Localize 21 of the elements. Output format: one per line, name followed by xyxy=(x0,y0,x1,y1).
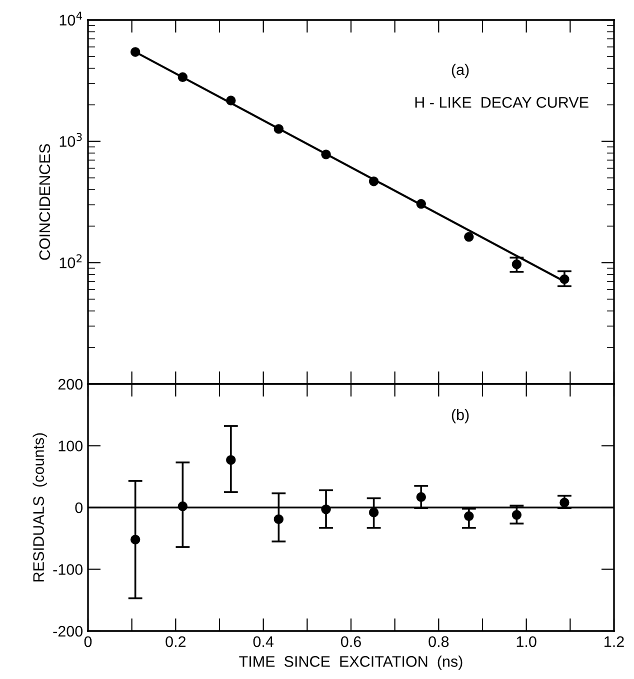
annotation: H - LIKE DECAY CURVE xyxy=(415,97,588,108)
y-tick-label: 10$^{3}$ xyxy=(60,132,82,147)
x-tick-label: 0.8 xyxy=(428,636,449,648)
annotation: (a) xyxy=(452,64,469,78)
y-tick-label: -200 xyxy=(53,626,83,637)
x-tick-label: 1.0 xyxy=(516,636,536,648)
x-tick-label: 0 xyxy=(84,636,92,648)
y-tick-label: 10$^{2}$ xyxy=(60,254,82,268)
annotation: (b) xyxy=(452,408,469,424)
y-tick-label: -100 xyxy=(53,564,83,575)
y-axis-title: RESIDUALS (counts) xyxy=(32,433,47,582)
y-tick-label: 0 xyxy=(75,502,83,514)
y-axis-title: COINCIDENCES xyxy=(39,144,50,260)
y-tick-label: 100 xyxy=(58,440,83,452)
x-tick-label: 0.6 xyxy=(340,636,361,648)
y-tick-label: 10$^{4}$ xyxy=(60,12,82,26)
y-tick-label: 200 xyxy=(58,378,83,390)
x-axis-title: TIME SINCE EXCITATION (ns) xyxy=(239,656,462,670)
x-tick-label: 0.2 xyxy=(166,636,186,648)
x-tick-label: 0.4 xyxy=(253,636,274,648)
x-tick-label: 1.2 xyxy=(604,636,624,647)
